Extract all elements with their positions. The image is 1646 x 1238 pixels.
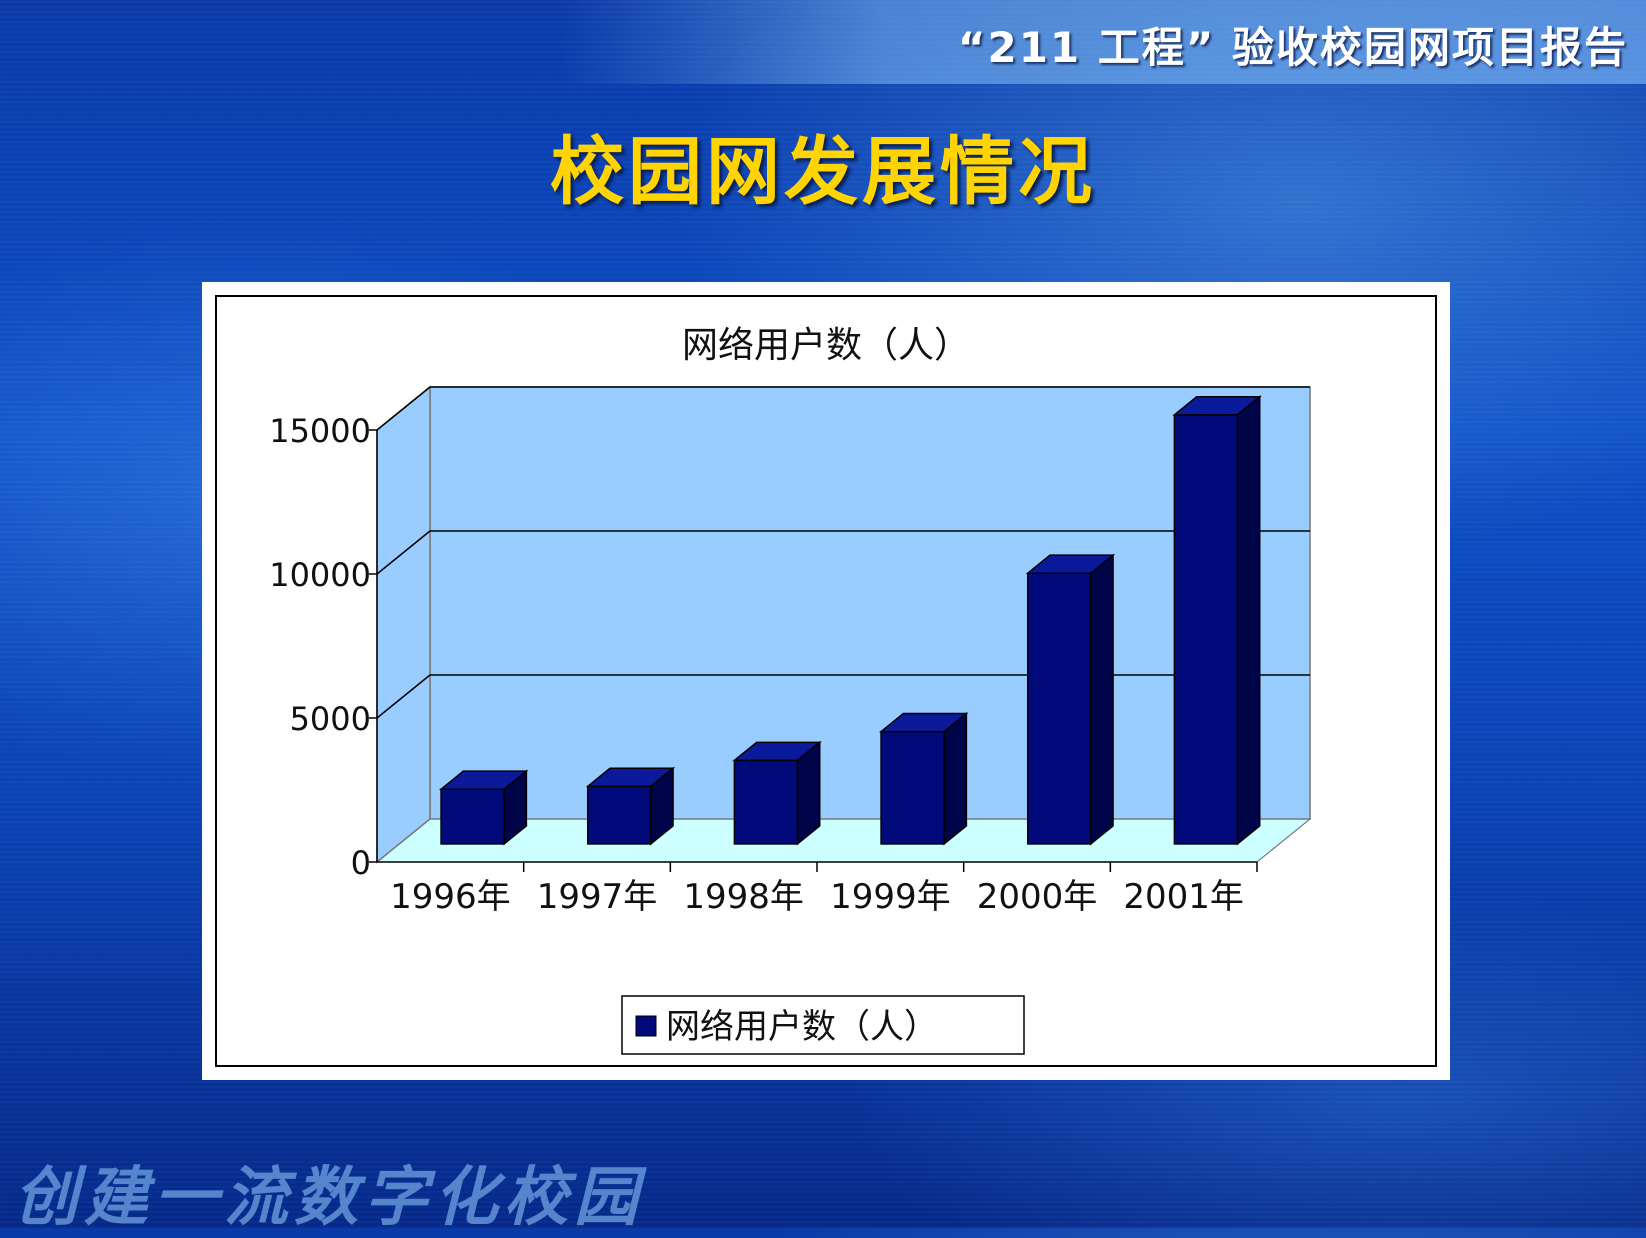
bar-chart: 网络用户数（人） 0 5000 10000 15000 1996年 1997年 1998年 1… — [215, 295, 1437, 1067]
bar-side — [796, 740, 821, 846]
x-tick-label: 1997年 — [537, 877, 658, 917]
x-tick-label: 1996年 — [390, 877, 511, 917]
bar — [1173, 414, 1239, 845]
bar — [440, 788, 505, 845]
bar-side — [650, 766, 674, 846]
x-tick-label: 2000年 — [977, 877, 1098, 917]
slogan-watermark: 创建一流数字化校园 — [14, 1161, 644, 1235]
chart-side-wall — [376, 385, 431, 864]
report-title: “211 工程” 验收校园网项目报告 — [957, 23, 1628, 72]
chart-back-wall — [429, 386, 1311, 820]
bar-side — [503, 769, 528, 846]
y-tick-label: 5000 — [290, 700, 371, 738]
x-tick-label: 1999年 — [830, 877, 951, 917]
chart-card: 网络用户数（人） 0 5000 10000 15000 1996年 1997年 1998年 1… — [202, 282, 1450, 1080]
legend: 网络用户数（人） — [621, 995, 1025, 1055]
bar-side — [1090, 553, 1114, 846]
legend-label: 网络用户数（人） — [666, 1007, 938, 1047]
legend-box — [621, 995, 1025, 1055]
bar — [586, 785, 652, 845]
chart-title: 网络用户数（人） — [682, 325, 970, 366]
slide-title: 校园网发展情况 — [550, 129, 1096, 215]
bar — [1026, 572, 1092, 845]
bar — [880, 730, 945, 845]
header-band — [560, 0, 1646, 84]
plot-area: 0 5000 10000 15000 1996年 1997年 1998年 1999年 2000年… — [269, 385, 1312, 917]
gridline-diagonal — [376, 674, 431, 719]
y-tick-label: 10000 — [269, 556, 371, 594]
bar — [733, 759, 799, 845]
y-tick-label: 0 — [351, 844, 371, 882]
gridline-diagonal — [376, 386, 431, 431]
legend-swatch — [635, 1015, 657, 1037]
y-tick-label: 15000 — [269, 412, 371, 450]
gridline-diagonal — [376, 530, 431, 575]
bar-side — [943, 711, 968, 846]
x-tick-label: 1998年 — [683, 877, 804, 917]
bar-side — [1236, 395, 1261, 846]
x-tick-label: 2001年 — [1123, 877, 1244, 917]
